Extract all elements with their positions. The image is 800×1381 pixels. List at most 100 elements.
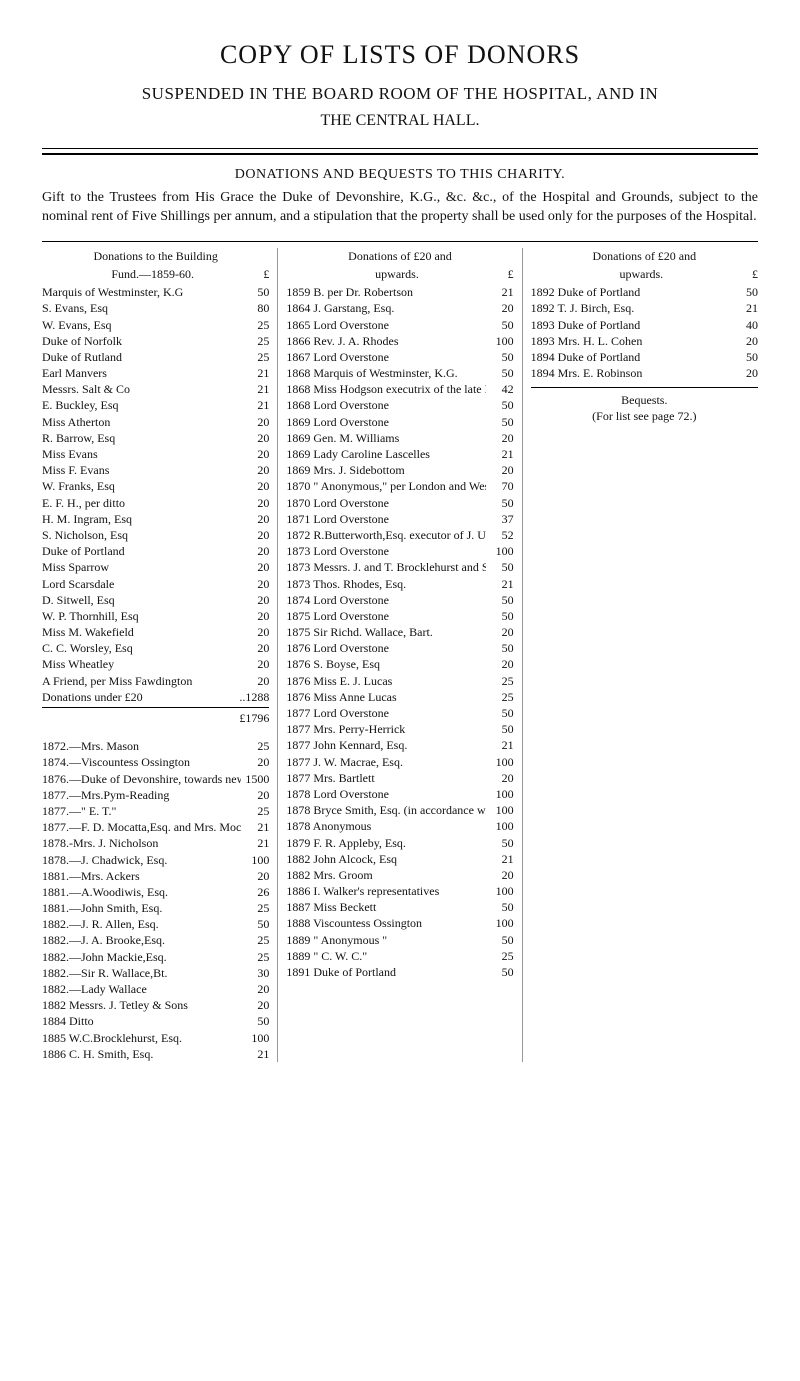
donor-row: 1872 R.Butterworth,Esq. executor of J. U… xyxy=(286,527,513,543)
donor-amount: 50 xyxy=(490,495,514,511)
donor-row: Lord Scarsdale 20 xyxy=(42,576,269,592)
donor-row: D. Sitwell, Esq 20 xyxy=(42,592,269,608)
donor-name: 1881.—A.Woodiwis, Esq. xyxy=(42,884,241,900)
donor-name: 1877 Mrs. Bartlett xyxy=(286,770,485,786)
donor-name: 1869 Gen. M. Williams xyxy=(286,430,485,446)
donor-amount: 21 xyxy=(245,365,269,381)
donor-row: Messrs. Salt & Co 21 xyxy=(42,381,269,397)
donor-row: 1882 Messrs. J. Tetley & Sons 20 xyxy=(42,997,269,1013)
donor-amount: 1500 xyxy=(245,771,269,787)
donor-name: C. C. Worsley, Esq xyxy=(42,640,241,656)
donor-amount: 100 xyxy=(245,852,269,868)
donor-name: 1878.—J. Chadwick, Esq. xyxy=(42,852,241,868)
donor-name: 1891 Duke of Portland xyxy=(286,964,485,980)
donor-name: 1870 " Anonymous," per London and Westmi… xyxy=(286,478,485,494)
donor-amount: 100 xyxy=(490,915,514,931)
donor-amount: 20 xyxy=(490,300,514,316)
donor-name: 1882.—J. A. Brooke,Esq. xyxy=(42,932,241,948)
donor-row: 1878 Lord Overstone 100 xyxy=(286,786,513,802)
donor-amount: 20 xyxy=(245,640,269,656)
donor-row: Duke of Norfolk 25 xyxy=(42,333,269,349)
donor-name: Duke of Norfolk xyxy=(42,333,241,349)
donor-amount: 20 xyxy=(245,576,269,592)
donor-amount: 25 xyxy=(245,900,269,916)
donor-name: 1894 Duke of Portland xyxy=(531,349,730,365)
donor-row: Marquis of Westminster, K.G 50 xyxy=(42,284,269,300)
donor-name: W. Evans, Esq xyxy=(42,317,241,333)
col3-head2-text: upwards. xyxy=(619,267,663,281)
donor-amount: 20 xyxy=(245,656,269,672)
donor-row: W. P. Thornhill, Esq 20 xyxy=(42,608,269,624)
donor-name: 1892 Duke of Portland xyxy=(531,284,730,300)
donor-amount: 21 xyxy=(245,397,269,413)
donor-amount: 20 xyxy=(490,867,514,883)
donor-amount: 100 xyxy=(490,883,514,899)
donor-amount: 20 xyxy=(245,997,269,1013)
subtitle2: THE CENTRAL HALL. xyxy=(42,112,758,130)
donor-row: 1869 Mrs. J. Sidebottom 20 xyxy=(286,462,513,478)
donor-row: 1874 Lord Overstone 50 xyxy=(286,592,513,608)
donor-row: 1877 Mrs. Bartlett 20 xyxy=(286,770,513,786)
donor-row: 1869 Lord Overstone 50 xyxy=(286,414,513,430)
donor-amount: 50 xyxy=(490,835,514,851)
donor-name: 1878 Bryce Smith, Esq. (in accordance wi… xyxy=(286,802,485,818)
donor-amount: 20 xyxy=(245,559,269,575)
col-1: Donations to the Building Fund.—1859-60.… xyxy=(42,248,269,1062)
donor-name: 1877.—F. D. Mocatta,Esq. and Mrs. Mocatt… xyxy=(42,819,241,835)
donor-amount: 20 xyxy=(490,770,514,786)
donor-name: 1882.—John Mackie,Esq. xyxy=(42,949,241,965)
donor-amount: 100 xyxy=(490,543,514,559)
rule-top xyxy=(42,148,758,149)
donor-amount: 25 xyxy=(490,948,514,964)
donor-row: Miss F. Evans 20 xyxy=(42,462,269,478)
donor-name: 1887 Miss Beckett xyxy=(286,899,485,915)
donor-name: 1875 Lord Overstone xyxy=(286,608,485,624)
donor-row: 1868 Marquis of Westminster, K.G. 50 xyxy=(286,365,513,381)
donor-row: 1882.—Lady Wallace 20 xyxy=(42,981,269,997)
donor-amount: 20 xyxy=(490,624,514,640)
donor-name: 1864 J. Garstang, Esq. xyxy=(286,300,485,316)
donor-name: 1876 Miss Anne Lucas xyxy=(286,689,485,705)
donor-row: Miss Atherton 20 xyxy=(42,414,269,430)
donor-name: 1872 R.Butterworth,Esq. executor of J. U… xyxy=(286,527,485,543)
donor-row: 1889 " Anonymous " 50 xyxy=(286,932,513,948)
donor-row: 1865 Lord Overstone 50 xyxy=(286,317,513,333)
donor-row: 1894 Duke of Portland 50 xyxy=(531,349,758,365)
donor-row: 1864 J. Garstang, Esq. 20 xyxy=(286,300,513,316)
donor-row: 1876 S. Boyse, Esq 20 xyxy=(286,656,513,672)
donor-amount: 50 xyxy=(490,640,514,656)
donor-row: 1882.—John Mackie,Esq. 25 xyxy=(42,949,269,965)
donor-amount: 25 xyxy=(245,803,269,819)
donor-row: 1866 Rev. J. A. Rhodes 100 xyxy=(286,333,513,349)
donor-name: 1877 Lord Overstone xyxy=(286,705,485,721)
col2-pound: £ xyxy=(508,266,514,282)
donor-amount: 30 xyxy=(245,965,269,981)
donor-row: 1878.-Mrs. J. Nicholson 21 xyxy=(42,835,269,851)
donor-row: 1888 Viscountess Ossington 100 xyxy=(286,915,513,931)
donor-amount: 21 xyxy=(245,835,269,851)
donor-name: 1881.—Mrs. Ackers xyxy=(42,868,241,884)
donor-name: 1881.—John Smith, Esq. xyxy=(42,900,241,916)
donor-amount: 21 xyxy=(245,1046,269,1062)
donor-amount: 50 xyxy=(490,705,514,721)
donor-name: Donations under £20 xyxy=(42,689,235,705)
donor-name: 1865 Lord Overstone xyxy=(286,317,485,333)
donor-row: 1878.—J. Chadwick, Esq. 100 xyxy=(42,852,269,868)
donor-row: 1882.—Sir R. Wallace,Bt. 30 xyxy=(42,965,269,981)
donor-name: Miss Atherton xyxy=(42,414,241,430)
donor-amount: 50 xyxy=(490,414,514,430)
donor-name: S. Nicholson, Esq xyxy=(42,527,241,543)
donor-amount: 50 xyxy=(490,397,514,413)
donor-row: 1881.—A.Woodiwis, Esq. 26 xyxy=(42,884,269,900)
donor-row: 1881.—Mrs. Ackers 20 xyxy=(42,868,269,884)
donor-name: 1872.—Mrs. Mason xyxy=(42,738,241,754)
donor-name: Earl Manvers xyxy=(42,365,241,381)
subtitle: SUSPENDED IN THE BOARD ROOM OF THE HOSPI… xyxy=(42,84,758,104)
col-2: Donations of £20 and upwards. £ 1859 B. … xyxy=(277,248,513,1062)
donor-name: 1889 " Anonymous " xyxy=(286,932,485,948)
donor-name: Duke of Rutland xyxy=(42,349,241,365)
donor-row: 1878 Anonymous 100 xyxy=(286,818,513,834)
donor-name: 1884 Ditto xyxy=(42,1013,241,1029)
donor-name: 1882.—Lady Wallace xyxy=(42,981,241,997)
donor-amount: 100 xyxy=(490,333,514,349)
